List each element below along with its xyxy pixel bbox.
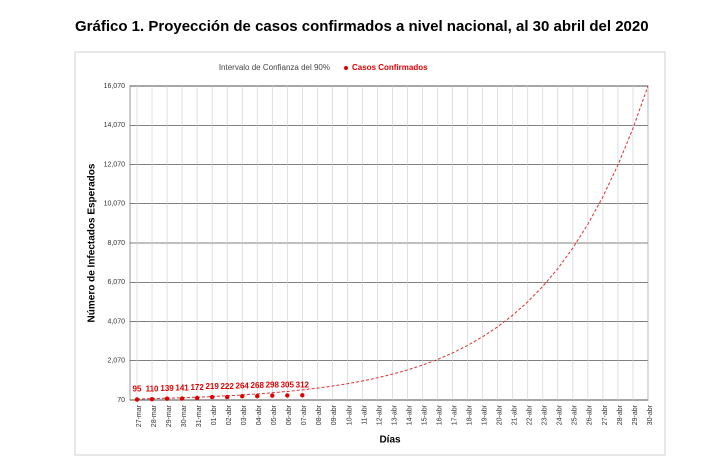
x-tick-label: 27-mar: [136, 404, 143, 427]
data-label: 298: [266, 381, 280, 390]
data-label: 95: [133, 385, 142, 394]
data-label: 268: [251, 381, 265, 390]
y-tick-label: 4,070: [107, 318, 125, 325]
data-point: [240, 393, 245, 399]
data-label: 139: [160, 384, 174, 393]
x-tick-label: 01-abr: [211, 404, 218, 425]
x-tick-label: 19-abr: [482, 404, 489, 425]
data-point: [255, 393, 260, 399]
y-tick-label: 16,070: [104, 83, 126, 90]
x-tick-label: 23-abr: [542, 404, 549, 425]
data-label: 141: [175, 384, 189, 393]
x-tick-label: 27-abr: [602, 404, 609, 425]
data-point: [270, 393, 275, 398]
chart-title: Gráfico 1. Proyección de casos confirmad…: [75, 18, 649, 35]
data-label: 222: [220, 382, 234, 391]
x-tick-label: 15-abr: [421, 404, 428, 425]
y-tick-label: 6,070: [107, 279, 125, 286]
data-label: 219: [205, 382, 219, 391]
x-tick-label: 09-abr: [331, 404, 338, 425]
data-point: [164, 396, 170, 401]
x-tick-label: 24-abr: [557, 404, 564, 425]
data-point: [179, 396, 185, 401]
legend-marker: [344, 66, 348, 70]
data-label: 264: [236, 381, 250, 390]
x-tick-label: 06-abr: [286, 404, 293, 425]
series-line: [136, 85, 649, 400]
y-axis-label: Número de Infectados Esperados: [87, 163, 98, 322]
x-tick-label: 10-abr: [346, 404, 353, 425]
x-tick-label: 13-abr: [391, 404, 398, 425]
x-tick-label: 30-mar: [181, 404, 188, 427]
data-point: [300, 393, 305, 398]
x-tick-label: 03-abr: [241, 404, 248, 425]
x-tick-label: 12-abr: [376, 404, 383, 425]
x-tick-label: 02-abr: [226, 404, 233, 425]
x-tick-label: 04-abr: [256, 404, 263, 425]
data-point: [134, 397, 140, 402]
x-tick-label: 29-mar: [166, 404, 173, 427]
x-tick-label: 28-mar: [151, 404, 158, 427]
x-tick-label: 28-abr: [617, 404, 624, 425]
x-tick-label: 26-abr: [587, 404, 594, 425]
legend-label: Casos Confirmados: [352, 63, 428, 72]
data-point: [194, 395, 200, 401]
x-tick-label: 08-abr: [316, 404, 323, 425]
x-tick-label: 07-abr: [301, 404, 308, 425]
x-tick-label: 16-abr: [436, 404, 443, 425]
x-tick-label: 05-abr: [271, 404, 278, 425]
y-tick-label: 2,070: [107, 358, 125, 365]
x-tick-label: 20-abr: [497, 404, 504, 425]
y-tick-label: 12,070: [104, 161, 126, 168]
x-tick-label: 18-abr: [466, 404, 473, 425]
data-label: 312: [296, 380, 310, 389]
legend-label: Intervalo de Confianza del 90%: [219, 63, 330, 72]
x-tick-label: 22-abr: [527, 404, 534, 425]
data-point: [285, 393, 290, 398]
x-tick-label: 21-abr: [512, 404, 519, 425]
x-tick-label: 11-abr: [361, 404, 368, 424]
y-tick-label: 8,070: [107, 240, 125, 247]
x-axis-label: Días: [379, 435, 401, 446]
x-tick-label: 31-mar: [196, 404, 203, 427]
data-point: [209, 394, 215, 400]
data-label: 305: [281, 380, 295, 389]
data-point: [149, 397, 155, 402]
y-tick-label: 10,070: [104, 201, 126, 208]
x-tick-label: 14-abr: [406, 404, 413, 425]
x-tick-label: 29-abr: [632, 404, 639, 425]
x-tick-label: 25-abr: [572, 404, 579, 425]
data-label: 110: [146, 384, 159, 393]
x-tick-label: 17-abr: [451, 404, 458, 425]
x-tick-label: 30-abr: [647, 404, 654, 425]
y-tick-label: 70: [117, 397, 125, 404]
chart-frame: [74, 51, 666, 456]
data-label: 172: [190, 383, 204, 392]
y-tick-label: 14,070: [104, 122, 126, 129]
data-point: [224, 394, 230, 400]
